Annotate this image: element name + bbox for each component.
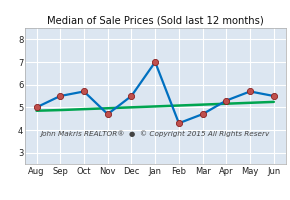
Point bbox=[58, 94, 63, 98]
Point bbox=[271, 94, 276, 98]
Point bbox=[248, 90, 252, 93]
Point bbox=[224, 99, 229, 102]
Point bbox=[129, 94, 134, 98]
Point bbox=[177, 122, 181, 125]
Text: John Makris REALTOR®  ●  © Copyright 2015 All Rights Reserv: John Makris REALTOR® ● © Copyright 2015 … bbox=[41, 131, 270, 137]
Point bbox=[200, 113, 205, 116]
Point bbox=[82, 90, 86, 93]
Point bbox=[34, 106, 39, 109]
Point bbox=[153, 60, 157, 64]
Point bbox=[105, 113, 110, 116]
Title: Median of Sale Prices (Sold last 12 months): Median of Sale Prices (Sold last 12 mont… bbox=[47, 16, 264, 26]
